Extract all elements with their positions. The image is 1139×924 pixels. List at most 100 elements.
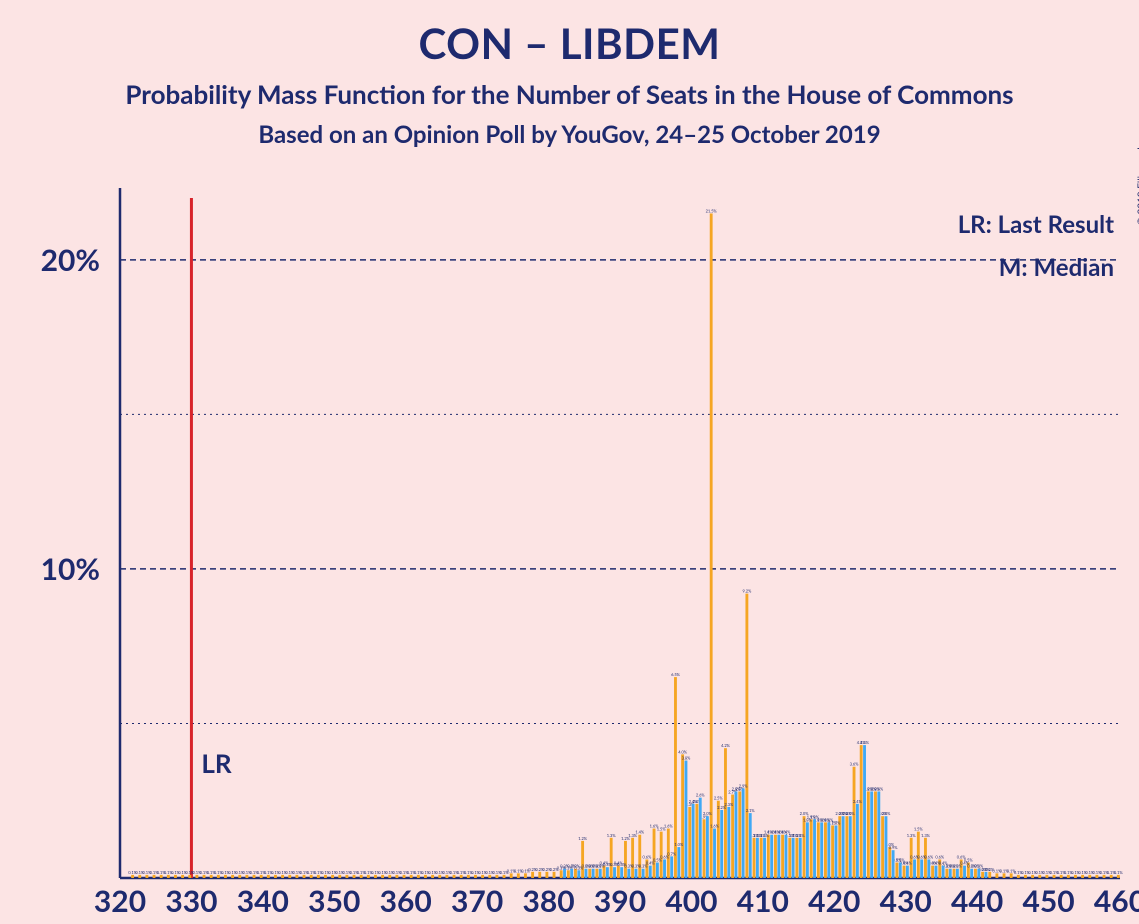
bar-blue [913, 859, 916, 878]
bar-orange [474, 875, 477, 878]
pmf-chart: 10%20%LRLR: Last ResultM: Median32033034… [0, 178, 1139, 924]
bar-blue [577, 870, 580, 878]
bar-blue [742, 788, 745, 878]
bar-orange [888, 847, 891, 878]
bar-blue [685, 761, 688, 878]
bar-orange [331, 875, 334, 878]
bar-orange [417, 875, 420, 878]
bar-orange [560, 870, 563, 878]
bar-orange [281, 875, 284, 878]
bar-orange [1045, 875, 1048, 878]
bar-orange [553, 872, 556, 878]
y-tick-label: 20% [41, 242, 100, 278]
bar-orange [567, 870, 570, 878]
bar-orange [860, 745, 863, 878]
bar-value-label: 3.6% [850, 762, 860, 767]
bar-value-label: 3.8% [682, 756, 692, 761]
bar-value-label: 2.3% [724, 802, 734, 807]
bar-orange [803, 816, 806, 878]
bar-orange [581, 841, 584, 878]
bar-orange [217, 875, 220, 878]
bar-orange [1110, 875, 1113, 878]
bar-value-label: 1.2% [578, 836, 588, 841]
bar-orange [495, 875, 498, 878]
bar-value-label: 1.7% [832, 820, 842, 825]
bar-value-label: 21.5% [706, 208, 718, 213]
bar-orange [431, 875, 434, 878]
bar-orange [488, 875, 491, 878]
bar-orange [1088, 875, 1091, 878]
bar-blue [699, 798, 702, 878]
bar-orange [1117, 875, 1120, 878]
bar-blue [627, 869, 630, 878]
bar-orange [853, 767, 856, 878]
bar-blue [785, 835, 788, 878]
x-tick-label: 400 [665, 883, 717, 919]
bar-blue [756, 838, 759, 878]
bar-orange [724, 748, 727, 878]
bar-orange [795, 838, 798, 878]
bar-orange [438, 875, 441, 878]
bar-orange [1060, 875, 1063, 878]
bar-orange [317, 875, 320, 878]
bar-value-label: 2.0% [703, 811, 713, 816]
bar-orange [767, 835, 770, 878]
bar-orange [845, 816, 848, 878]
bar-orange [517, 873, 520, 878]
bar-orange [453, 875, 456, 878]
bar-blue [720, 810, 723, 878]
bar-value-label: 0.6% [935, 854, 945, 859]
bar-blue [570, 869, 573, 878]
bar-orange [445, 875, 448, 878]
bar-value-label: 1.3% [907, 833, 917, 838]
bar-blue [706, 816, 709, 878]
bar-blue [920, 859, 923, 878]
bar-orange [1103, 875, 1106, 878]
bar-orange [203, 875, 206, 878]
bar-value-label: 1.0% [674, 842, 684, 847]
x-tick-label: 420 [808, 883, 860, 919]
bar-orange [410, 875, 413, 878]
bar-blue [927, 859, 930, 878]
bar-orange [874, 791, 877, 878]
bar-blue [592, 869, 595, 878]
bar-orange [160, 875, 163, 878]
bar-orange [374, 875, 377, 878]
lr-marker-label: LR [201, 747, 232, 779]
bar-blue [735, 791, 738, 878]
bar-blue [663, 859, 666, 878]
bar-blue [870, 791, 873, 878]
bar-orange [1067, 875, 1070, 878]
bar-orange [974, 869, 977, 878]
bar-orange [738, 791, 741, 878]
bar-orange [981, 872, 984, 878]
bar-value-label: 1.3% [607, 833, 617, 838]
bar-value-label: 2.0% [846, 811, 856, 816]
bar-blue [977, 869, 980, 878]
x-tick-label: 330 [165, 883, 217, 919]
bar-orange [260, 875, 263, 878]
bar-orange [831, 825, 834, 878]
bar-orange [1031, 875, 1034, 878]
bar-orange [945, 869, 948, 878]
x-tick-label: 460 [1094, 883, 1139, 919]
bar-blue [670, 856, 673, 878]
bar-value-label: 2.0% [882, 811, 892, 816]
bar-orange [388, 875, 391, 878]
bar-orange [167, 875, 170, 878]
bar-blue [935, 866, 938, 878]
bar-orange [688, 807, 691, 878]
bar-value-label: 2.5% [714, 796, 724, 801]
bar-orange [460, 875, 463, 878]
bar-orange [953, 869, 956, 878]
bar-value-label: 0.9% [889, 845, 899, 850]
x-tick-label: 360 [380, 883, 432, 919]
bar-orange [624, 841, 627, 878]
bar-value-label: 0.6% [924, 854, 934, 859]
bar-orange [903, 866, 906, 878]
bar-value-label: 1.6% [664, 824, 674, 829]
bar-blue [649, 866, 652, 878]
bar-orange [710, 213, 713, 878]
bar-orange [467, 875, 470, 878]
bar-value-label: 1.4% [635, 830, 645, 835]
